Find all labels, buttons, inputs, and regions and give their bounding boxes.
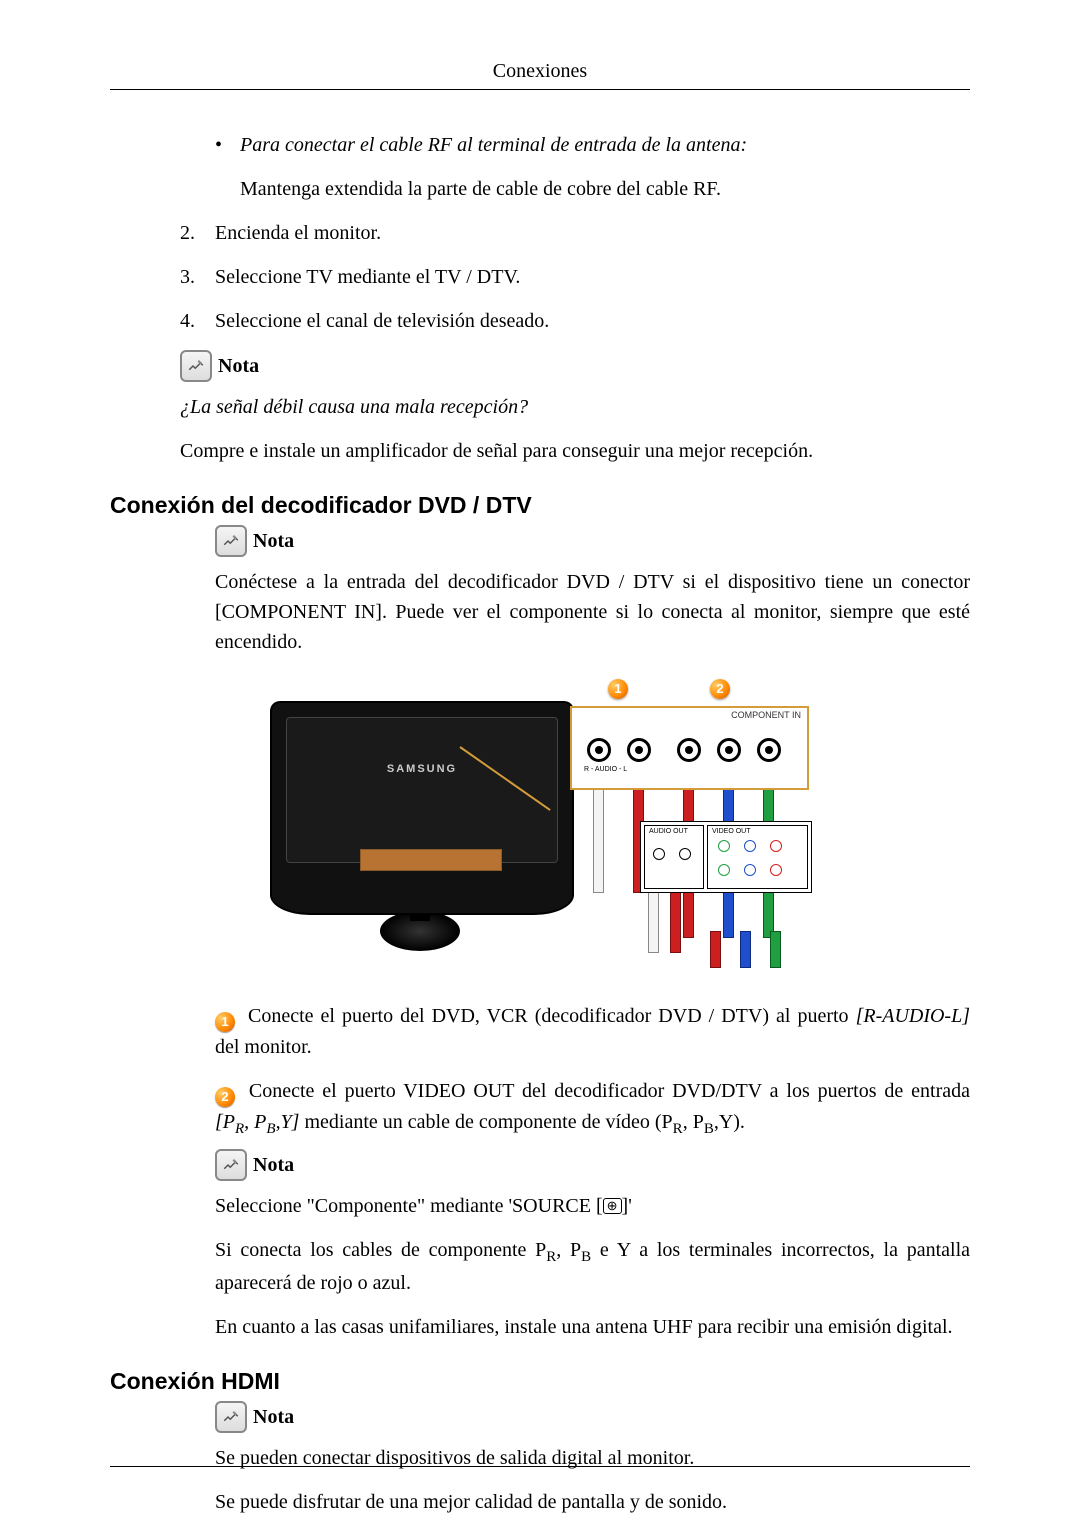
note-icon — [215, 525, 247, 557]
step-3-num: 3. — [180, 262, 215, 292]
step-4-text: Seleccione el canal de televisión desead… — [215, 306, 549, 336]
cable-loop-pr — [710, 931, 721, 968]
diagram-marker-1: 1 — [608, 679, 628, 699]
rf-italic: Para conectar el cable RF al terminal de… — [240, 134, 747, 156]
device-video-panel: VIDEO OUT — [707, 825, 808, 889]
component-in-callout: COMPONENT IN R - AUDIO - L — [570, 706, 809, 790]
monitor: SAMSUNG — [270, 701, 574, 915]
note-icon — [180, 350, 212, 382]
buy-amp: Compre e instale un amplificador de seña… — [180, 436, 970, 466]
step-2-text: Encienda el monitor. — [215, 218, 381, 248]
marker-2-para: 2 Conecte el puerto VIDEO OUT del decodi… — [110, 1076, 970, 1141]
pr-port — [677, 738, 701, 762]
y-port — [757, 738, 781, 762]
device-panel: AUDIO OUT VIDEO OUT — [640, 821, 812, 893]
device-pr — [770, 840, 782, 852]
hdmi-section-title: Conexión HDMI — [110, 1368, 970, 1395]
note-label-4: Nota — [253, 1402, 294, 1432]
step-4-num: 4. — [180, 306, 215, 336]
marker-2-italic: [PR, PB,Y] — [215, 1111, 299, 1133]
note-label-2: Nota — [253, 526, 294, 556]
note-row-4: Nota — [215, 1401, 970, 1433]
step-2-num: 2. — [180, 218, 215, 248]
device-pb — [744, 840, 756, 852]
hdmi-p2: Se puede disfrutar de una mejor calidad … — [215, 1487, 970, 1517]
dvd-section-title: Conexión del decodificador DVD / DTV — [110, 492, 970, 519]
wrong-terminals: Si conecta los cables de componente PR, … — [110, 1235, 970, 1299]
inline-marker-2: 2 — [215, 1087, 235, 1107]
audio-r-port — [587, 738, 611, 762]
device-y — [718, 840, 730, 852]
cable-audio-r — [593, 786, 604, 893]
page: Conexiones • Para conectar el cable RF a… — [0, 0, 1080, 1527]
device-pb2 — [744, 864, 756, 876]
source-icon: ⊕ — [603, 1198, 622, 1214]
page-footer-line — [110, 1466, 970, 1467]
steps-block: 2. Encienda el monitor. 3. Seleccione TV… — [215, 218, 970, 466]
header-title: Conexiones — [493, 60, 587, 82]
cable-loop-y — [770, 931, 781, 968]
intro-block: • Para conectar el cable RF al terminal … — [215, 130, 970, 204]
dvd-intro: Conéctese a la entrada del decodificador… — [110, 567, 970, 657]
audio-tiny-label: R - AUDIO - L — [584, 766, 627, 773]
connection-diagram: SAMSUNG COMPONENT IN R - AUDIO - L 1 2 — [110, 671, 970, 981]
note-row-1: Nota — [180, 350, 970, 382]
inline-marker-1: 1 — [215, 1012, 235, 1032]
step-2-row: 2. Encienda el monitor. — [180, 218, 970, 248]
select-component: Seleccione "Componente" mediante 'SOURCE… — [110, 1191, 970, 1221]
cable-loop-pb — [740, 931, 751, 968]
cable-loop-w — [648, 891, 659, 953]
monitor-brand: SAMSUNG — [272, 763, 572, 775]
audio-l-port — [627, 738, 651, 762]
note-row-2: Nota — [215, 525, 970, 557]
callout-label: COMPONENT IN — [731, 710, 801, 720]
device-y2 — [718, 864, 730, 876]
step-3-text: Seleccione TV mediante el TV / DTV. — [215, 262, 520, 292]
bullet-mark: • — [215, 130, 240, 204]
marker-1-para: 1 Conecte el puerto del DVD, VCR (decodi… — [110, 1001, 970, 1062]
device-pr2 — [770, 864, 782, 876]
rf-bullet-text: Para conectar el cable RF al terminal de… — [240, 130, 747, 204]
pb-port — [717, 738, 741, 762]
uhf-para: En cuanto a las casas unifamiliares, ins… — [110, 1312, 970, 1342]
page-header: Conexiones — [110, 60, 970, 90]
device-audio-r — [653, 848, 665, 860]
diagram-marker-2: 2 — [710, 679, 730, 699]
diagram-box: SAMSUNG COMPONENT IN R - AUDIO - L 1 2 — [270, 671, 810, 981]
note-icon — [215, 1149, 247, 1181]
marker-paragraphs: 1 Conecte el puerto del DVD, VCR (decodi… — [215, 1001, 970, 1342]
monitor-ports-strip — [360, 849, 502, 871]
hdmi-content: Nota Se pueden conectar dispositivos de … — [215, 1401, 970, 1517]
device-audio-panel: AUDIO OUT — [644, 825, 704, 889]
dvd-content: Nota Conéctese a la entrada del decodifi… — [215, 525, 970, 657]
rf-bullet-row: • Para conectar el cable RF al terminal … — [215, 130, 970, 204]
device-audio-l — [679, 848, 691, 860]
note-label-3: Nota — [253, 1150, 294, 1180]
step-4-row: 4. Seleccione el canal de televisión des… — [180, 306, 970, 336]
note-icon — [215, 1401, 247, 1433]
weak-signal: ¿La señal débil causa una mala recepción… — [180, 392, 970, 422]
hdmi-p1: Se pueden conectar dispositivos de salid… — [215, 1443, 970, 1473]
cable-loop-r — [670, 891, 681, 953]
rf-sub: Mantenga extendida la parte de cable de … — [240, 178, 721, 200]
step-3-row: 3. Seleccione TV mediante el TV / DTV. — [180, 262, 970, 292]
note-label-1: Nota — [218, 351, 259, 381]
note-row-3: Nota — [110, 1149, 970, 1181]
